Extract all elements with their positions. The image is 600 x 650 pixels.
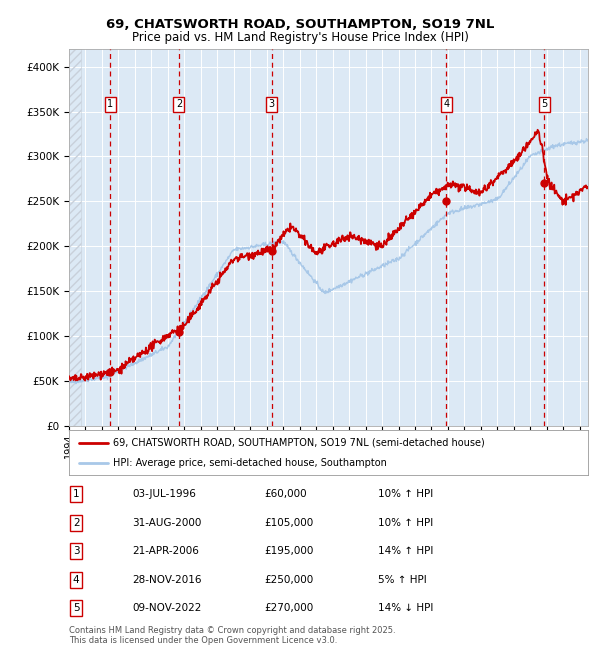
Text: 14% ↑ HPI: 14% ↑ HPI <box>378 546 433 556</box>
Text: 10% ↑ HPI: 10% ↑ HPI <box>378 517 433 528</box>
Text: 10% ↑ HPI: 10% ↑ HPI <box>378 489 433 499</box>
Text: 09-NOV-2022: 09-NOV-2022 <box>132 603 202 614</box>
Text: £105,000: £105,000 <box>264 517 313 528</box>
Text: 5% ↑ HPI: 5% ↑ HPI <box>378 575 427 585</box>
Text: 14% ↓ HPI: 14% ↓ HPI <box>378 603 433 614</box>
Text: 1: 1 <box>107 99 113 109</box>
Text: 5: 5 <box>73 603 80 614</box>
Text: Price paid vs. HM Land Registry's House Price Index (HPI): Price paid vs. HM Land Registry's House … <box>131 31 469 44</box>
Text: 2: 2 <box>73 517 80 528</box>
Text: Contains HM Land Registry data © Crown copyright and database right 2025.
This d: Contains HM Land Registry data © Crown c… <box>69 626 395 645</box>
Text: 31-AUG-2000: 31-AUG-2000 <box>132 517 202 528</box>
Text: 03-JUL-1996: 03-JUL-1996 <box>132 489 196 499</box>
Text: 69, CHATSWORTH ROAD, SOUTHAMPTON, SO19 7NL: 69, CHATSWORTH ROAD, SOUTHAMPTON, SO19 7… <box>106 18 494 31</box>
Text: 69, CHATSWORTH ROAD, SOUTHAMPTON, SO19 7NL (semi-detached house): 69, CHATSWORTH ROAD, SOUTHAMPTON, SO19 7… <box>113 437 485 448</box>
Text: £270,000: £270,000 <box>264 603 313 614</box>
Text: HPI: Average price, semi-detached house, Southampton: HPI: Average price, semi-detached house,… <box>113 458 387 469</box>
Text: 21-APR-2006: 21-APR-2006 <box>132 546 199 556</box>
Text: 2: 2 <box>176 99 182 109</box>
Text: 4: 4 <box>73 575 80 585</box>
Text: 28-NOV-2016: 28-NOV-2016 <box>132 575 202 585</box>
Text: 5: 5 <box>541 99 547 109</box>
Text: 1: 1 <box>73 489 80 499</box>
Text: £60,000: £60,000 <box>264 489 307 499</box>
Text: 3: 3 <box>269 99 275 109</box>
Text: £250,000: £250,000 <box>264 575 313 585</box>
Text: 4: 4 <box>443 99 449 109</box>
Text: 3: 3 <box>73 546 80 556</box>
Text: £195,000: £195,000 <box>264 546 313 556</box>
